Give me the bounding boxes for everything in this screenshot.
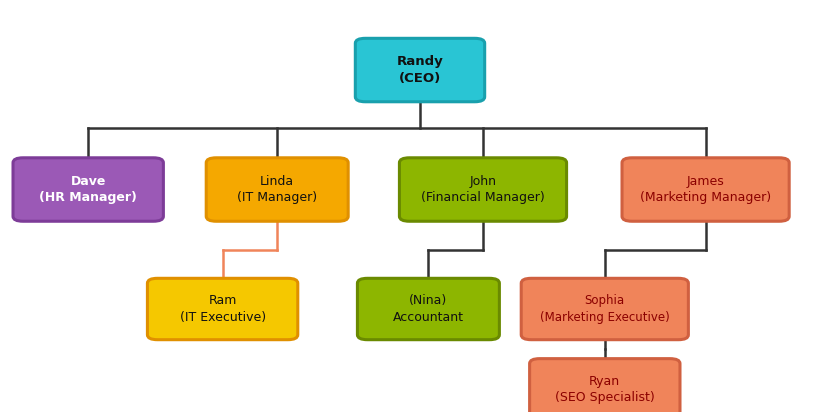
Text: James
(Marketing Manager): James (Marketing Manager) bbox=[640, 175, 771, 204]
FancyBboxPatch shape bbox=[358, 279, 499, 339]
Text: Randy
(CEO): Randy (CEO) bbox=[396, 55, 444, 85]
Text: Ryan
(SEO Specialist): Ryan (SEO Specialist) bbox=[555, 375, 654, 404]
Text: John
(Financial Manager): John (Financial Manager) bbox=[421, 175, 545, 204]
Text: (Nina)
Accountant: (Nina) Accountant bbox=[393, 294, 464, 324]
FancyBboxPatch shape bbox=[622, 158, 790, 221]
FancyBboxPatch shape bbox=[207, 158, 349, 221]
FancyBboxPatch shape bbox=[400, 158, 566, 221]
Text: Dave
(HR Manager): Dave (HR Manager) bbox=[39, 175, 137, 204]
FancyBboxPatch shape bbox=[521, 279, 688, 339]
Text: Linda
(IT Manager): Linda (IT Manager) bbox=[237, 175, 318, 204]
Text: Ram
(IT Executive): Ram (IT Executive) bbox=[180, 294, 265, 324]
FancyBboxPatch shape bbox=[355, 38, 485, 102]
FancyBboxPatch shape bbox=[530, 358, 680, 412]
Text: Sophia
(Marketing Executive): Sophia (Marketing Executive) bbox=[540, 294, 669, 324]
FancyBboxPatch shape bbox=[13, 158, 163, 221]
FancyBboxPatch shape bbox=[148, 279, 297, 339]
